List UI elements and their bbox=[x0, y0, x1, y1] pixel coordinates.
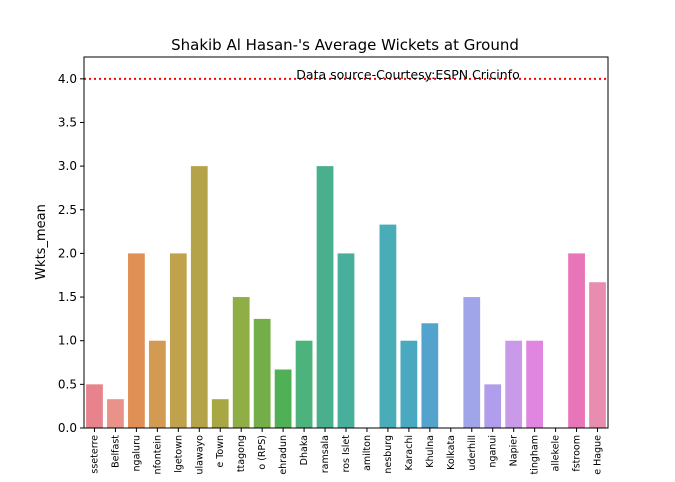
bar-14 bbox=[379, 224, 397, 428]
bar-21 bbox=[526, 340, 544, 428]
x-tick-label-15: Karachi bbox=[404, 435, 415, 471]
x-tick-label-12: ros Islet bbox=[341, 435, 352, 473]
bar-23 bbox=[568, 253, 585, 428]
x-tick-label-20: Napier bbox=[509, 435, 520, 466]
bar-10 bbox=[295, 340, 313, 428]
x-tick-label-3: nfontein bbox=[152, 435, 163, 474]
x-tick-label-16: Khulna bbox=[425, 435, 436, 468]
bar-2 bbox=[128, 253, 145, 428]
x-tick-label-18: uderhill bbox=[467, 435, 478, 471]
x-tick-label-4: lgetown bbox=[173, 435, 184, 473]
x-tick-label-13: amilton bbox=[362, 435, 373, 471]
chart-title: Shakib Al Hasan-'s Average Wickets at Gr… bbox=[171, 36, 519, 54]
x-tick-label-22: allekele bbox=[551, 435, 562, 472]
x-tick-label-8: o (RPS) bbox=[257, 435, 268, 470]
x-tick-label-5: ulawayo bbox=[194, 435, 205, 475]
bar-3 bbox=[148, 340, 166, 428]
plot-frame bbox=[83, 56, 609, 429]
x-tick-label-17: Kolkata bbox=[446, 435, 457, 470]
x-tick-label-6: e Town bbox=[215, 435, 226, 468]
bar-18 bbox=[463, 297, 481, 428]
x-tick-label-19: nganui bbox=[488, 435, 499, 468]
bar-5 bbox=[190, 166, 208, 428]
x-tick-label-21: tingham bbox=[530, 435, 541, 475]
y-tick-label-3: 1.5 bbox=[58, 290, 77, 304]
y-tick-label-0: 0.0 bbox=[58, 421, 77, 435]
bar-24 bbox=[589, 282, 606, 428]
bar-1 bbox=[107, 399, 124, 428]
x-axis: sseterre Belfast ngaluru nfontein lgetown ula… bbox=[89, 428, 604, 475]
bar-11 bbox=[316, 166, 334, 428]
x-tick-label-1: Belfast bbox=[110, 435, 121, 468]
x-tick-label-23: fstroom bbox=[572, 435, 583, 472]
bars-group bbox=[86, 166, 606, 428]
y-tick-label-8: 4.0 bbox=[58, 72, 77, 86]
x-tick-label-14: nesburg bbox=[383, 435, 394, 474]
bar-8 bbox=[253, 318, 271, 428]
x-tick-label-7: ttagong bbox=[236, 435, 247, 472]
bar-6 bbox=[211, 399, 229, 428]
x-tick-label-10: Dhaka bbox=[299, 435, 310, 465]
x-tick-label-9: ehradun bbox=[278, 435, 289, 475]
x-tick-label-11: ramsala bbox=[320, 435, 331, 473]
y-tick-label-6: 3.0 bbox=[58, 159, 77, 173]
bar-4 bbox=[169, 253, 187, 428]
data-source-annotation: Data source-Courtesy:ESPN Cricinfo bbox=[296, 67, 519, 82]
x-tick-label-2: ngaluru bbox=[131, 435, 142, 471]
x-tick-label-0: sseterre bbox=[89, 435, 100, 474]
y-tick-label-5: 2.5 bbox=[58, 203, 77, 217]
bar-7 bbox=[232, 297, 250, 428]
x-tick-label-24: e Hague bbox=[593, 435, 604, 475]
y-tick-label-4: 2.0 bbox=[58, 246, 77, 260]
y-axis: 0.0 0.5 1.0 1.5 2.0 2.5 3.0 3.5 4.0 bbox=[58, 72, 84, 435]
y-tick-label-1: 0.5 bbox=[58, 377, 77, 391]
bar-19 bbox=[484, 384, 502, 428]
bar-16 bbox=[421, 323, 439, 428]
bar-15 bbox=[400, 340, 418, 428]
y-tick-label-2: 1.0 bbox=[58, 334, 77, 348]
bar-12 bbox=[337, 253, 355, 428]
y-tick-label-7: 3.5 bbox=[58, 115, 77, 129]
bar-9 bbox=[274, 369, 292, 428]
y-axis-label: Wkts_mean bbox=[34, 204, 49, 280]
bar-20 bbox=[505, 340, 523, 428]
bar-0 bbox=[86, 384, 103, 428]
